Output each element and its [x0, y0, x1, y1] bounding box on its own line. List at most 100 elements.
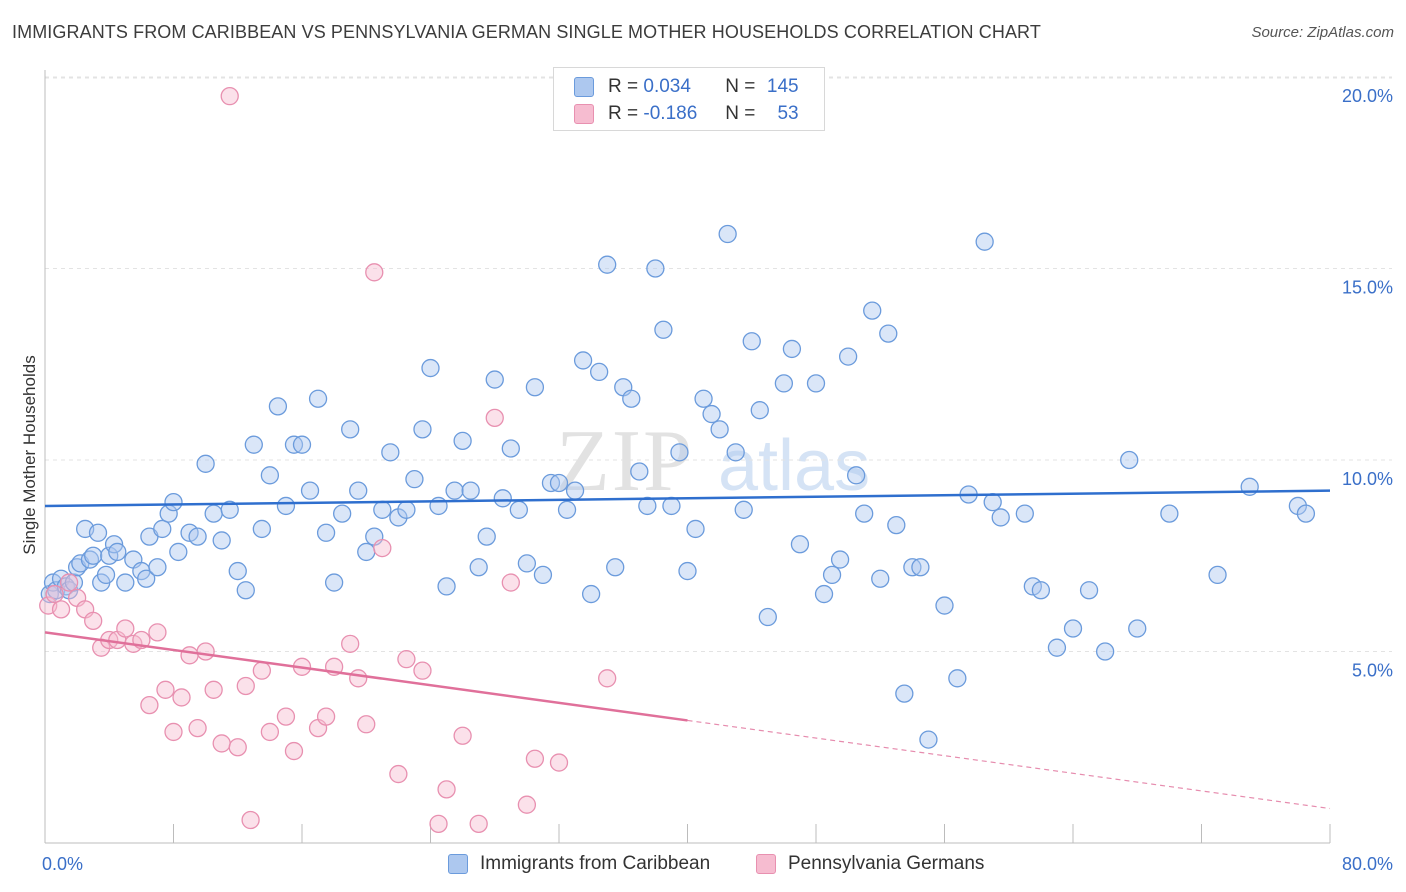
caribbean-point [116, 573, 135, 592]
pa-german-point [453, 726, 472, 745]
caribbean-point [702, 404, 721, 424]
bottom-legend-label-pa-german: Pennsylvania Germans [788, 853, 985, 874]
caribbean-point [493, 489, 512, 508]
caribbean-point [477, 527, 496, 546]
caribbean-point [96, 565, 116, 585]
pa-german-point [196, 642, 215, 661]
caribbean-point [814, 584, 834, 604]
caribbean-point [1079, 581, 1099, 600]
caribbean-point [1128, 619, 1147, 638]
pa-german-point [204, 680, 223, 699]
caribbean-point [726, 443, 745, 462]
caribbean-point [847, 466, 866, 485]
watermark-zip: ZIP [556, 413, 694, 510]
y-tick-label: 5.0% [1352, 661, 1393, 681]
x-tick-label: 0.0% [42, 854, 83, 874]
caribbean-point [774, 374, 794, 393]
caribbean-point [517, 554, 537, 573]
legend-swatch-pa-german [574, 104, 594, 124]
caribbean-point [437, 577, 456, 596]
caribbean-point [935, 596, 954, 615]
caribbean-point [758, 607, 777, 627]
caribbean-point [895, 684, 914, 703]
caribbean-point [469, 558, 488, 577]
y-tick-label: 10.0% [1342, 469, 1393, 489]
caribbean-point [228, 561, 247, 581]
caribbean-point [260, 466, 280, 485]
bottom-legend-swatch-caribbean [448, 854, 468, 874]
legend-row-pa-german: R = -0.186 N = 53 [574, 101, 799, 127]
caribbean-point [863, 301, 882, 320]
caribbean-point [324, 573, 344, 592]
caribbean-point [983, 492, 1002, 512]
pa-german-point [156, 680, 175, 699]
caribbean-point [565, 481, 585, 500]
legend-r-value-caribbean: 0.034 [643, 76, 691, 97]
pa-german-point [365, 263, 384, 282]
caribbean-point [501, 439, 520, 458]
pa-german-point [116, 619, 135, 638]
caribbean-point [421, 358, 440, 378]
caribbean-point [622, 389, 641, 408]
bottom-legend-label-caribbean: Immigrants from Caribbean [480, 853, 711, 874]
caribbean-point [137, 569, 156, 588]
pa-german-point [517, 795, 537, 814]
caribbean-point [108, 542, 127, 562]
caribbean-point [991, 508, 1010, 527]
caribbean-point [153, 519, 172, 539]
caribbean-point [1047, 638, 1067, 657]
caribbean-point [734, 500, 753, 519]
caribbean-point [742, 332, 761, 351]
caribbean-point [1015, 504, 1034, 523]
pa-german-point [140, 695, 159, 715]
caribbean-point [84, 546, 103, 565]
caribbean-point [405, 469, 424, 489]
data-points [39, 87, 1316, 833]
caribbean-point [590, 362, 609, 382]
caribbean-point [148, 558, 167, 577]
caribbean-point [525, 378, 545, 397]
caribbean-point [638, 496, 657, 516]
caribbean-point [686, 519, 705, 539]
pa-german-point [284, 741, 304, 761]
pa-german-point [469, 814, 488, 833]
caribbean-point [1120, 450, 1139, 470]
legend-r-value-pa-german: -0.186 [643, 103, 698, 124]
legend-row-caribbean: R = 0.034 N = 145 [574, 74, 799, 100]
caribbean-point [718, 224, 737, 244]
pa-german-point [316, 707, 336, 726]
caribbean-point [212, 531, 231, 550]
caribbean-point [316, 523, 336, 542]
pa-german-point [437, 780, 456, 799]
caribbean-point [252, 519, 271, 539]
pa-german-point [549, 753, 569, 772]
gridlines [45, 76, 1392, 652]
pa-german-point [397, 650, 416, 669]
trend-line-solid [44, 489, 1331, 508]
caribbean-point [64, 573, 84, 592]
trend-line-dashed [687, 719, 1331, 810]
pa-german-point [180, 646, 199, 665]
caribbean-point [308, 389, 328, 408]
caribbean-point [549, 473, 569, 493]
caribbean-point [1208, 565, 1227, 585]
pa-german-point [260, 722, 280, 742]
caribbean-point [349, 481, 368, 500]
caribbean-point [276, 496, 296, 516]
y-tick-label: 20.0% [1342, 86, 1393, 106]
legend-n-value-pa-german: 53 [777, 103, 799, 124]
caribbean-point [196, 454, 215, 473]
pa-german-point [413, 661, 432, 680]
caribbean-point [662, 496, 681, 516]
bottom-legend-swatch-pa-german [756, 854, 776, 874]
pa-german-point [349, 669, 368, 688]
pa-german-point [341, 634, 360, 653]
caribbean-point [871, 569, 890, 588]
pa-german-point [228, 738, 247, 757]
pa-german-point [236, 676, 255, 696]
caribbean-point [887, 515, 906, 535]
caribbean-point [268, 397, 288, 416]
caribbean-point [244, 435, 263, 454]
pa-german-point [598, 669, 617, 688]
